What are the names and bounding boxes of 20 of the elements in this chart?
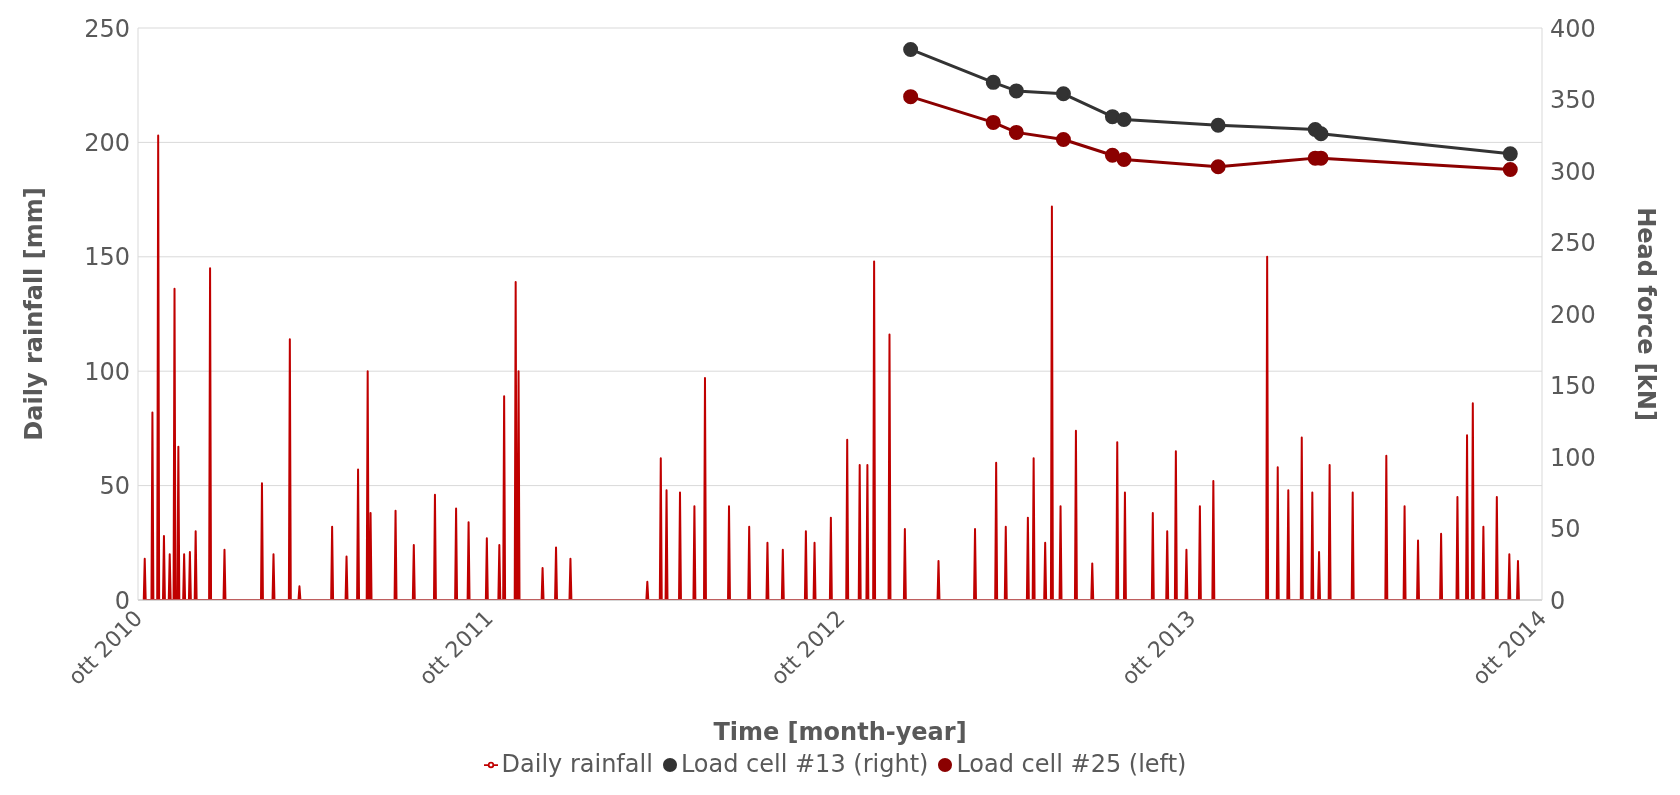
legend-label: Load cell #25 (left)	[956, 750, 1187, 778]
y-axis-title: Daily rainfall [mm]	[19, 187, 48, 441]
y-tick-label: 100	[84, 357, 130, 386]
y2-tick-label: 150	[1550, 372, 1596, 401]
y2-tick-label: 0	[1550, 586, 1566, 615]
y-tick-label: 250	[84, 14, 130, 43]
y2-tick-label: 200	[1550, 300, 1596, 329]
y-tick-label: 200	[84, 128, 130, 157]
y2-tick-label: 250	[1550, 229, 1596, 258]
y2-axis-title: Head force [kN]	[1632, 207, 1661, 421]
y-tick-label: 150	[84, 243, 130, 272]
legend-label: Daily rainfall	[501, 750, 653, 778]
legend-label: Load cell #13 (right)	[680, 750, 929, 778]
y2-tick-label: 350	[1550, 86, 1596, 115]
y2-tick-label: 400	[1550, 14, 1596, 43]
y-tick-label: 50	[99, 472, 130, 501]
y2-tick-label: 50	[1550, 515, 1581, 544]
y2-tick-label: 100	[1550, 443, 1596, 472]
x-axis-title: Time [month-year]	[713, 718, 967, 746]
y2-tick-label: 300	[1550, 157, 1596, 186]
